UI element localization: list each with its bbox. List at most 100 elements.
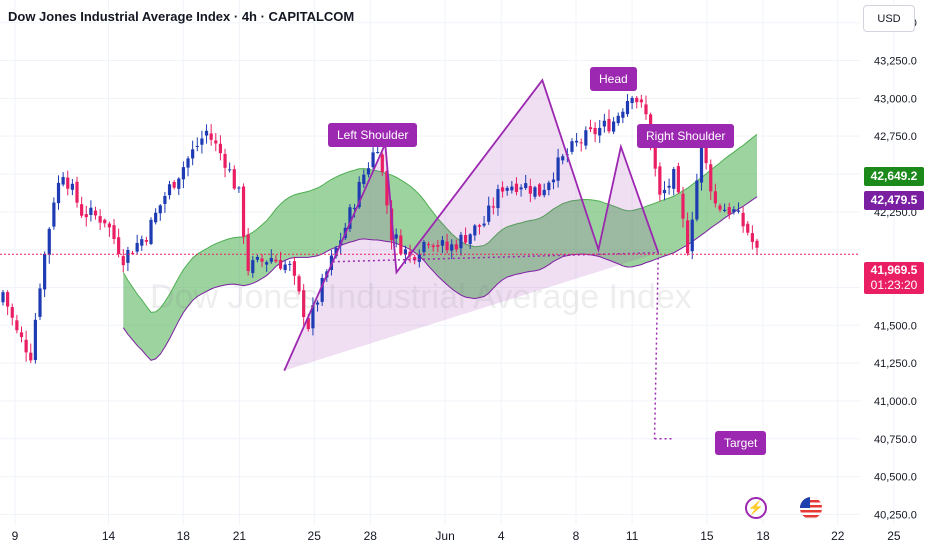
candle-body — [98, 216, 102, 223]
candle-body — [80, 204, 84, 216]
candle-body — [422, 241, 426, 253]
candle-body — [33, 319, 37, 361]
candle-body — [598, 127, 602, 136]
candle-body — [723, 209, 727, 211]
candle-body — [579, 142, 583, 144]
candle-body — [686, 220, 690, 254]
bar-countdown: 01:23:20 — [870, 278, 918, 292]
us-flag-icon[interactable] — [800, 497, 822, 519]
left-shoulder-label[interactable]: Left Shoulder — [328, 123, 418, 147]
candle-body — [306, 317, 310, 330]
y-tick-label: 41,250.0 — [874, 358, 917, 370]
candle-body — [112, 225, 116, 240]
candle-body — [644, 104, 648, 115]
candle-body — [417, 254, 421, 262]
candle-body — [158, 205, 162, 214]
candle-body — [10, 307, 14, 318]
candle-body — [237, 187, 241, 189]
candle-body — [593, 127, 597, 135]
candle-body — [524, 183, 528, 189]
candle-body — [750, 233, 754, 242]
candle-body — [588, 127, 593, 130]
currency-button[interactable]: USD — [863, 5, 915, 32]
candle-body — [103, 219, 107, 224]
candle-body — [274, 259, 278, 262]
candle-body — [709, 164, 713, 192]
x-tick-label: 8 — [573, 529, 580, 543]
candle-body — [352, 207, 357, 209]
candle-body — [297, 276, 301, 292]
right-shoulder-label[interactable]: Right Shoulder — [637, 124, 735, 148]
candle-body — [667, 185, 671, 188]
candle-body — [732, 209, 736, 213]
lightning-icon[interactable]: ⚡ — [745, 497, 767, 519]
candle-body — [140, 239, 144, 246]
candle-body — [616, 115, 620, 124]
time-axis[interactable]: 9 14 18 21 25 28 Jun 4 8 11 15 18 22 25 — [12, 529, 901, 543]
candle-body — [362, 174, 366, 185]
candle-body — [218, 143, 223, 154]
candle-body — [570, 141, 574, 152]
candle-body — [584, 130, 588, 146]
candle-body — [514, 183, 519, 193]
candle-body — [487, 205, 491, 222]
candle-body — [496, 189, 500, 209]
y-tick-label: 41,500.0 — [874, 320, 917, 332]
candle-body — [371, 152, 375, 168]
candle-body — [625, 101, 630, 115]
candle-body — [547, 182, 551, 191]
candle-body — [24, 339, 28, 353]
candle-body — [228, 169, 232, 171]
candle-body — [755, 240, 759, 248]
x-tick-label: 25 — [308, 529, 322, 543]
candle-body — [232, 169, 236, 189]
candle-body — [61, 177, 65, 185]
candle-body — [676, 166, 680, 193]
y-tick-label: 42,750.0 — [874, 131, 917, 143]
target-label[interactable]: Target — [715, 431, 767, 455]
candle-body — [75, 181, 79, 203]
candle-body — [385, 170, 389, 206]
ichimoku-cloud — [122, 133, 758, 361]
candle-body — [70, 183, 74, 190]
candle-body — [195, 145, 199, 147]
head-label[interactable]: Head — [590, 67, 637, 91]
candle-body — [561, 156, 565, 161]
candle-body — [135, 242, 139, 252]
y-tick-label: 40,250.0 — [874, 509, 917, 521]
candle-body — [260, 258, 264, 262]
candle-body — [403, 249, 408, 255]
candle-body — [658, 166, 662, 195]
current-price-tag: 41,969.5 01:23:20 — [864, 262, 924, 294]
candle-body — [357, 181, 361, 208]
x-tick-label: 4 — [498, 529, 505, 543]
candle-body — [556, 157, 560, 181]
candle-body — [292, 261, 297, 276]
candle-body — [89, 207, 93, 215]
candle-body — [144, 240, 148, 242]
candle-body — [612, 121, 616, 132]
y-tick-label: 40,750.0 — [874, 434, 917, 446]
candle-body — [172, 181, 176, 188]
candle-body — [47, 228, 51, 255]
x-tick-label: 22 — [831, 529, 845, 543]
candle-body — [463, 235, 468, 243]
y-tick-label: 41,000.0 — [874, 396, 917, 408]
candle-body — [56, 182, 61, 204]
candle-body — [181, 167, 186, 180]
candle-body — [459, 234, 463, 249]
x-tick-label: 28 — [364, 529, 378, 543]
candle-body — [283, 264, 287, 271]
candle-body — [450, 244, 454, 251]
candle-body — [431, 245, 435, 248]
candle-body — [713, 191, 717, 204]
candle-body — [204, 130, 209, 136]
candle-body — [366, 168, 371, 175]
candle-body — [445, 241, 449, 251]
candle-body — [607, 119, 611, 132]
candle-body — [6, 292, 10, 307]
candle-body — [653, 146, 657, 169]
candle-body — [167, 184, 172, 196]
x-tick-label: 14 — [102, 529, 116, 543]
